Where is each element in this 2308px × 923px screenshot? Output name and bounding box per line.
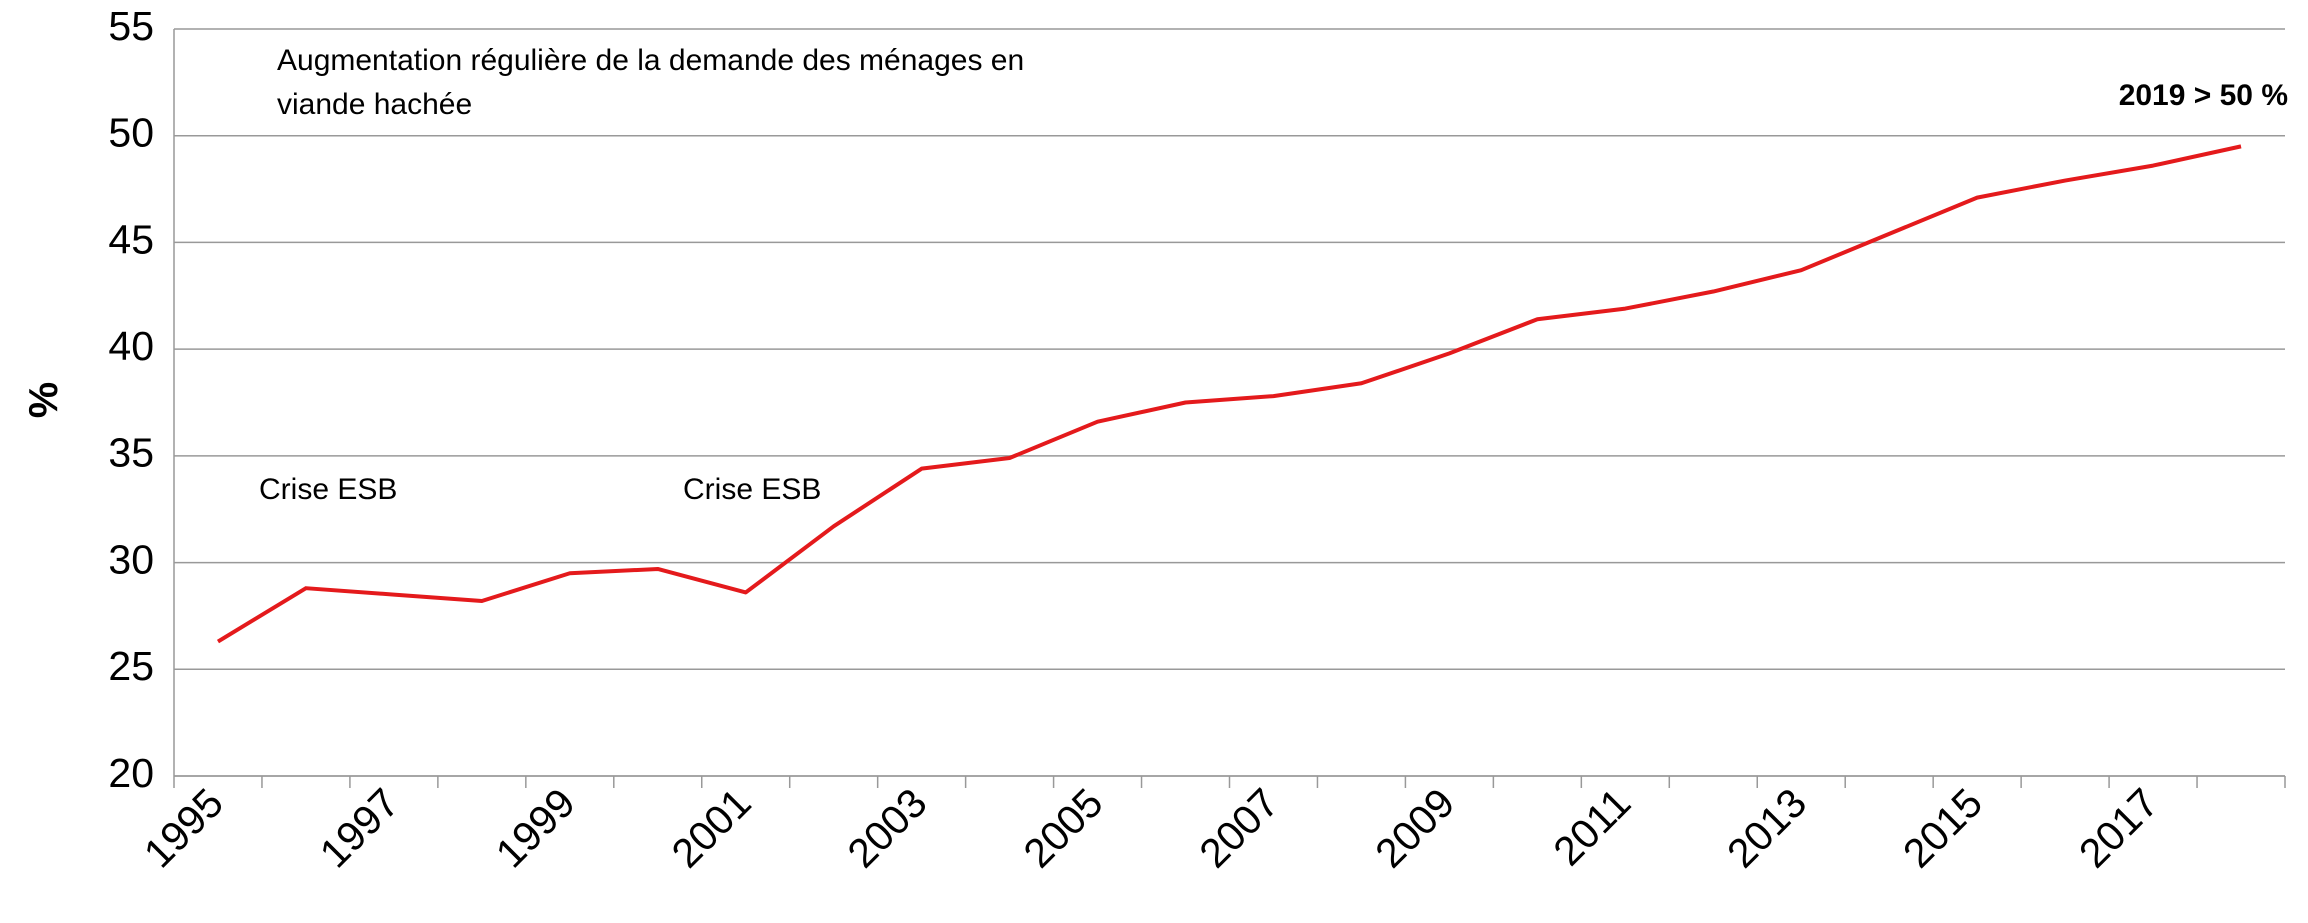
- y-tick-label: 55: [108, 3, 154, 49]
- line: [216, 144, 2242, 644]
- y-tick-label: 40: [108, 323, 154, 369]
- y-tick-label: 50: [108, 110, 154, 156]
- annotation: Crise ESB: [683, 473, 821, 506]
- y-axis-label: %: [20, 382, 66, 418]
- x-tick-label: 2013: [1718, 779, 1815, 876]
- y-tick-label: 25: [108, 643, 154, 689]
- x-tick-label: 2015: [1894, 779, 1991, 876]
- x-tick-label: 1997: [311, 779, 408, 876]
- x-tick-label: 2007: [1190, 779, 1287, 876]
- x-tick-label: 2005: [1015, 779, 1112, 876]
- annotation: viande hachée: [277, 88, 472, 121]
- x-tick-label: 2009: [1366, 779, 1463, 876]
- annotation: Augmentation régulière de la demande des…: [277, 44, 1024, 77]
- x-tick-label: 2003: [839, 779, 936, 876]
- x-tick-label: 2001: [663, 779, 760, 876]
- y-tick-label: 45: [108, 216, 154, 262]
- y-tick-label: 30: [108, 536, 154, 582]
- y-tick-label: 35: [108, 430, 154, 476]
- x-tick-label: 2011: [1544, 779, 1639, 874]
- y-tick-label: 20: [108, 750, 154, 796]
- x-tick-label: 1999: [487, 779, 584, 876]
- annotation: Crise ESB: [259, 473, 397, 506]
- annotation: 2019 > 50 %: [2119, 79, 2288, 112]
- x-tick-label: 2017: [2070, 779, 2167, 876]
